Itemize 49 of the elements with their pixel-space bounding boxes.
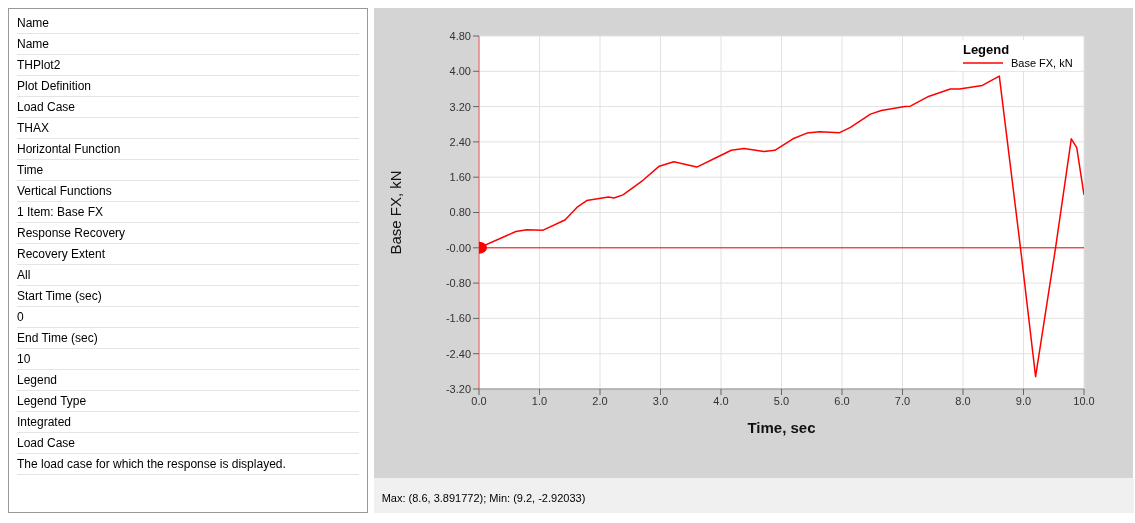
text: End Time (sec): [17, 328, 359, 349]
text: Load Case: [17, 433, 359, 454]
x-tick-label: 5.0: [773, 394, 789, 407]
text: Max: (8.6, 3.891772); Min: (9.2, -2.92033): [381, 492, 586, 504]
x-tick-label: 6.0: [834, 394, 850, 407]
x-tick-label: 1.0: [531, 394, 547, 407]
y-tick-label: 1.60: [449, 171, 471, 184]
y-tick-label: 2.40: [449, 135, 471, 148]
x-tick-label: 9.0: [1015, 394, 1031, 407]
text: THPlot2: [17, 55, 359, 76]
text: Load Case: [17, 97, 359, 118]
text: Legend Type: [17, 391, 359, 412]
y-tick-label: -1.60: [445, 312, 471, 325]
text: The load case for which the response is displayed.: [17, 454, 359, 475]
x-axis-title: Time, sec: [747, 419, 816, 436]
y-tick-label: 0.80: [449, 206, 471, 219]
x-tick-label: 7.0: [894, 394, 910, 407]
y-tick-label: -0.80: [445, 277, 471, 290]
x-tick-label: 4.0: [713, 394, 729, 407]
text: Start Time (sec): [17, 286, 359, 307]
text: Legend: [17, 370, 359, 391]
x-tick-label: 8.0: [955, 394, 971, 407]
x-tick-label: 10.0: [1072, 394, 1095, 407]
y-tick-label: 4.00: [449, 65, 471, 78]
legend-label: Base FX, kN: [1010, 57, 1073, 69]
text: Horizontal Function: [17, 139, 359, 160]
text: THAX: [17, 118, 359, 139]
text: Plot Definition: [17, 76, 359, 97]
text: 10: [17, 349, 359, 370]
text: Vertical Functions: [17, 181, 359, 202]
text: Name: [17, 13, 359, 34]
text: Response Recovery: [17, 223, 359, 244]
y-tick-label: 4.80: [449, 29, 471, 42]
y-axis-title: Base FX, kN: [387, 170, 405, 255]
legend-title: Legend: [962, 42, 1011, 57]
text: 1 Item: Base FX: [17, 202, 359, 223]
y-tick-label: -2.40: [445, 347, 471, 360]
y-tick-label: -3.20: [445, 382, 471, 395]
x-tick-label: 0.0: [471, 394, 487, 407]
x-tick-label: 2.0: [592, 394, 608, 407]
text: Time: [17, 160, 359, 181]
y-tick-label: -0.00: [445, 241, 471, 254]
text: All: [17, 265, 359, 286]
text: Recovery Extent: [17, 244, 359, 265]
x-tick-label: 3.0: [652, 394, 668, 407]
text: Name: [17, 34, 359, 55]
text: Integrated: [17, 412, 359, 433]
text: 0: [17, 307, 359, 328]
y-tick-label: 3.20: [449, 100, 471, 113]
